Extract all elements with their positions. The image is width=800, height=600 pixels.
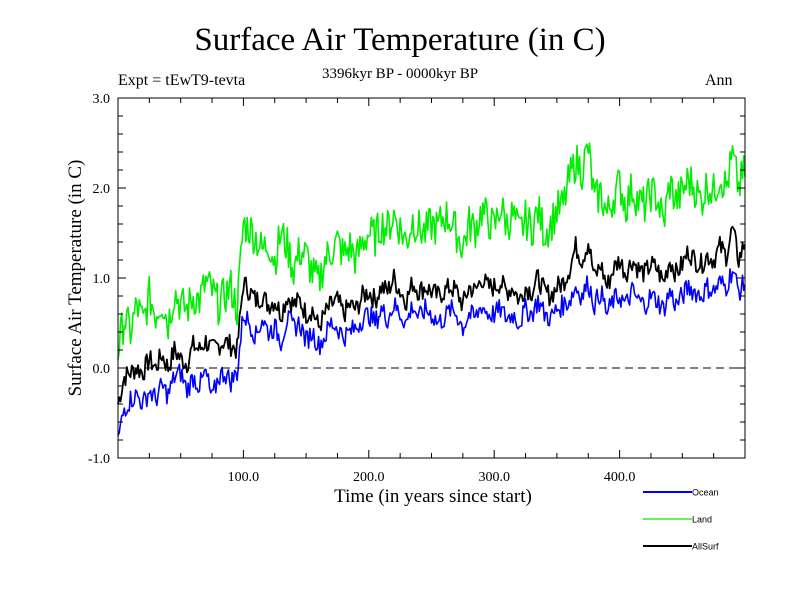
x-tick-label: 200.0: [353, 470, 385, 485]
x-tick-label: 100.0: [228, 470, 260, 485]
legend-label: Ocean: [692, 488, 719, 498]
legend-label: Land: [692, 515, 712, 525]
legend-item-land: Land: [643, 515, 712, 525]
x-tick-label: 400.0: [604, 470, 636, 485]
experiment-label: Expt = tEwT9-tevta: [118, 72, 246, 89]
y-tick-label: 0.0: [93, 362, 111, 377]
series-line-land: [117, 142, 746, 361]
legend-item-allsurf: AllSurf: [643, 542, 719, 552]
chart-title: Surface Air Temperature (in C): [194, 22, 606, 58]
legend-item-ocean: Ocean: [643, 488, 719, 498]
legend-label: AllSurf: [692, 542, 719, 552]
series-line-ocean: [117, 268, 746, 436]
x-axis-label: Time (in years since start): [334, 486, 532, 507]
y-tick-label: 1.0: [93, 272, 111, 287]
y-tick-label: -1.0: [88, 452, 110, 467]
plot-frame: [117, 97, 746, 459]
series-layer: [117, 142, 746, 436]
y-tick-label: 3.0: [93, 92, 111, 107]
axes-layer: 100.0 200.0 300.0 400.0 -1.0 0.0 1.0 2.0 3.0: [88, 92, 746, 485]
chart-subtitle: 3396kyr BP - 0000kyr BP: [321, 66, 479, 82]
season-label: Ann: [705, 72, 733, 89]
y-tick-label: 2.0: [93, 182, 111, 197]
x-tick-label: 300.0: [478, 470, 510, 485]
legend: Ocean Land AllSurf: [643, 488, 719, 552]
series-line-allsurf: [117, 225, 746, 405]
